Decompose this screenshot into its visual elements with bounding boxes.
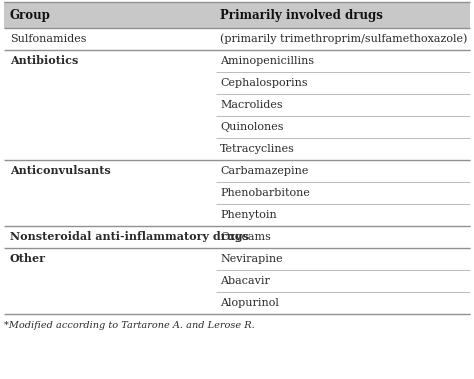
Text: Group: Group (10, 8, 51, 22)
Text: Phenytoin: Phenytoin (220, 210, 277, 220)
Bar (4, 50, 470, 72)
Text: Anticonvulsants: Anticonvulsants (10, 166, 111, 177)
Bar (4, 72, 470, 94)
Text: Oxycams: Oxycams (220, 232, 271, 242)
Bar (4, 182, 470, 204)
Bar (4, 138, 470, 160)
Bar (4, 116, 470, 138)
Bar (4, 292, 470, 314)
Bar (4, 204, 470, 226)
Text: Other: Other (10, 254, 46, 265)
Bar (4, 28, 470, 50)
Text: Aminopenicillins: Aminopenicillins (220, 56, 314, 66)
Text: Quinolones: Quinolones (220, 122, 283, 132)
Text: (primarily trimethroprim/sulfamethoxazole): (primarily trimethroprim/sulfamethoxazol… (220, 34, 467, 44)
Text: Nonsteroidal anti-inflammatory drugs: Nonsteroidal anti-inflammatory drugs (10, 232, 249, 243)
Bar (4, 226, 470, 248)
Bar (4, 270, 470, 292)
Text: Cephalosporins: Cephalosporins (220, 78, 308, 88)
Bar (4, 94, 470, 116)
Text: Abacavir: Abacavir (220, 276, 270, 286)
Bar (4, 248, 470, 270)
Bar (4, 2, 470, 28)
Text: Alopurinol: Alopurinol (220, 298, 279, 308)
Text: Nevirapine: Nevirapine (220, 254, 283, 264)
Bar (4, 160, 470, 182)
Text: Carbamazepine: Carbamazepine (220, 166, 309, 176)
Text: *Modified according to Tartarone A. and Lerose R.: *Modified according to Tartarone A. and … (4, 321, 255, 329)
Text: Macrolides: Macrolides (220, 100, 283, 110)
Text: Phenobarbitone: Phenobarbitone (220, 188, 310, 198)
Text: Tetracyclines: Tetracyclines (220, 144, 295, 154)
Text: Antibiotics: Antibiotics (10, 55, 78, 66)
Text: Sulfonamides: Sulfonamides (10, 34, 86, 44)
Text: Primarily involved drugs: Primarily involved drugs (220, 8, 383, 22)
